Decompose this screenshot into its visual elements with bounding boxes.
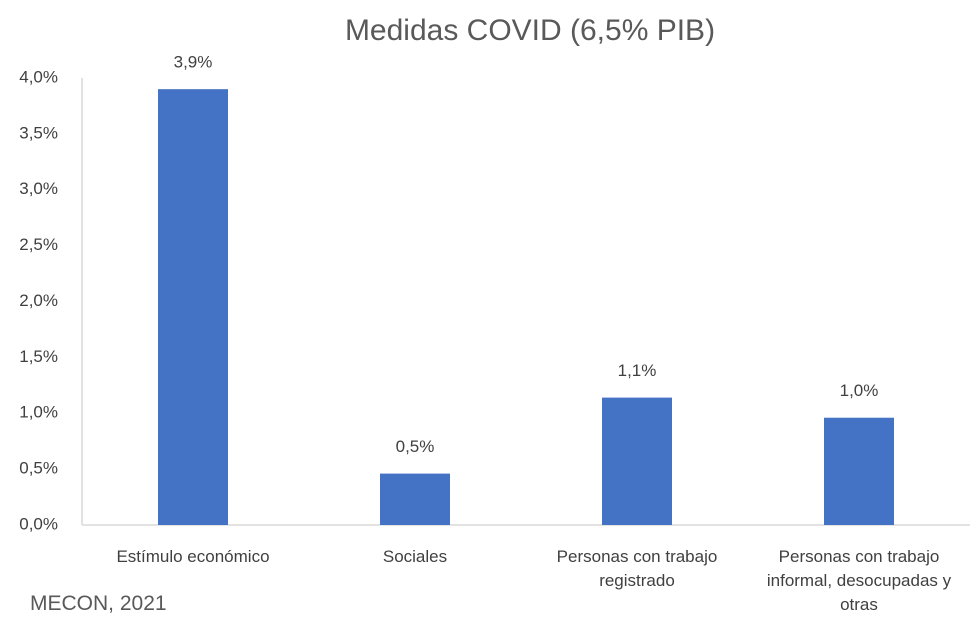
chart-title: Medidas COVID (6,5% PIB) [345, 14, 715, 47]
y-tick-label: 3,0% [19, 179, 58, 198]
y-tick-label: 2,0% [19, 291, 58, 310]
y-tick-label: 0,5% [19, 459, 58, 478]
bar [602, 397, 672, 525]
y-tick-label: 0,0% [19, 514, 58, 533]
y-tick-label: 1,0% [19, 403, 58, 422]
data-label: 3,9% [174, 53, 213, 72]
y-tick-label: 4,0% [19, 67, 58, 86]
data-label: 0,5% [396, 437, 435, 456]
source-note: MECON, 2021 [30, 592, 167, 615]
data-label: 1,0% [840, 381, 879, 400]
bar [380, 473, 450, 525]
x-tick-label: Estímulo económico [116, 547, 270, 566]
data-label: 1,1% [618, 361, 657, 380]
x-tick-label: Sociales [382, 547, 448, 566]
x-tick-label: Personas con trabajo registrado [556, 547, 718, 590]
bar [824, 417, 894, 525]
y-tick-label: 1,5% [19, 347, 58, 366]
y-tick-label: 3,5% [19, 123, 58, 142]
y-tick-label: 2,5% [19, 235, 58, 254]
bar [158, 89, 228, 526]
x-tick-label: Personas con trabajo informal, desocupad… [766, 547, 952, 614]
